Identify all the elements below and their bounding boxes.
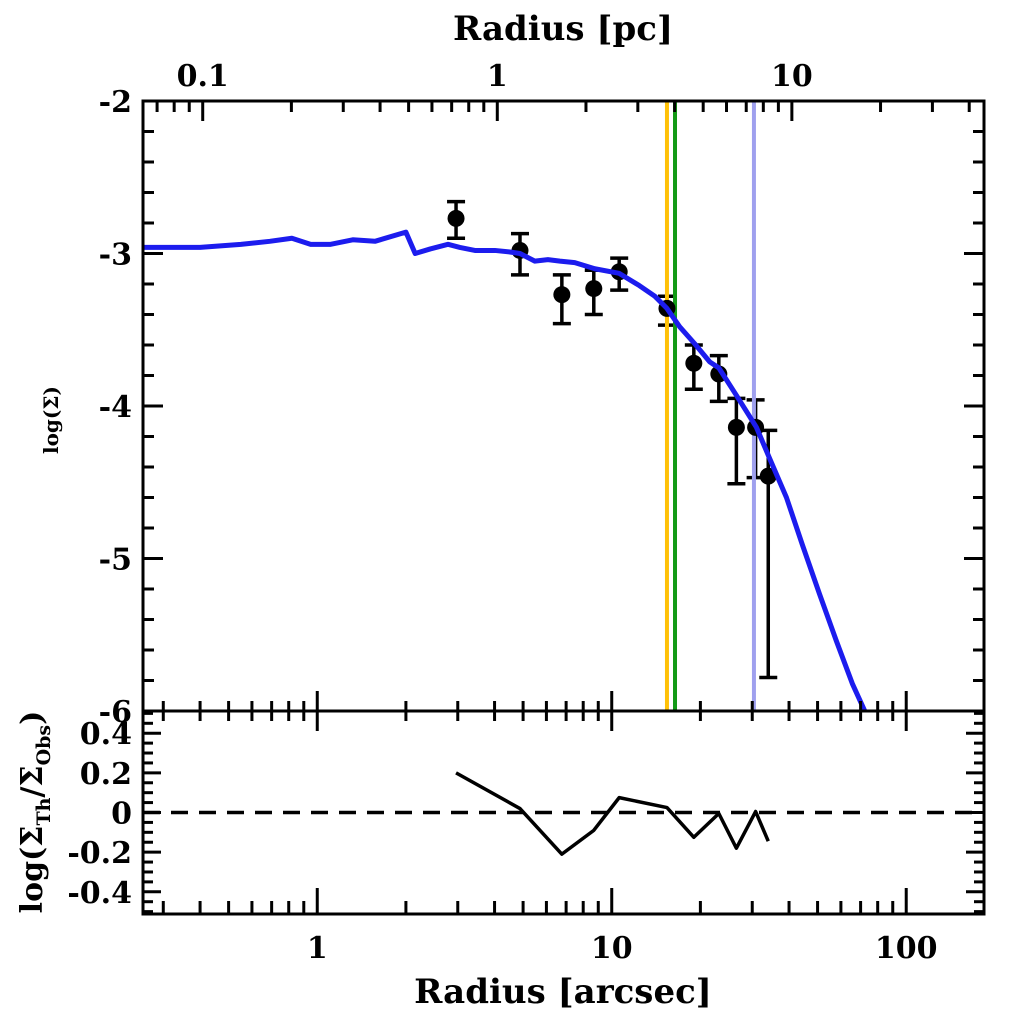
top-y-tick-label: -3 [99,238,132,273]
panel-frames [141,99,986,916]
residual-curve [455,771,770,856]
top-x-tick-label: 10 [771,59,813,94]
data-point [759,467,777,485]
top-y-tick-label: -5 [99,543,132,578]
axis-ticks [143,99,984,914]
top-y-tick-label: -2 [99,85,132,120]
bottom-y-tick-label: -0.4 [67,876,132,911]
chart-render-layer: 0.1 1 10 1 10 100 -2 -3 -4 -5 -60.4 0.2 0 -0.2 -0.4 [67,59,986,966]
data-point [585,280,603,298]
data-point [727,418,745,436]
bottom-y-axis-title: log(ΣTh/ΣObs) [15,711,55,914]
top-x-tick-label: 1 [487,59,508,94]
top-y-axis-title: log(Σ) [39,386,63,454]
tick-labels: 0.1 1 10 1 10 100 -2 -3 -4 -5 -60.4 0.2 0 -0.2 -0.4 [67,59,937,966]
top-x-tick-label: 0.1 [177,59,229,94]
bottom-x-tick-label: 10 [591,931,633,966]
bottom-x-axis-title: Radius [arcsec] [414,972,712,1012]
top-y-tick-label: -6 [99,695,132,730]
bottom-x-tick-label: 100 [875,931,938,966]
bottom-x-tick-label: 1 [307,931,328,966]
bottom-y-tick-label: 0 [111,797,132,832]
top-x-axis-title: Radius [pc] [453,9,673,49]
vertical-marker-lines [664,101,756,711]
top-y-tick-label: -4 [99,390,132,425]
data-point [685,354,703,372]
bottom-y-tick-label: -0.2 [67,836,132,871]
data-point [553,286,571,304]
model-curve [144,229,868,710]
bottom-y-tick-label: 0.4 [80,717,132,752]
top-panel-frame [141,99,986,713]
data-point [447,209,465,227]
bottom-y-tick-label: 0.2 [80,757,132,792]
